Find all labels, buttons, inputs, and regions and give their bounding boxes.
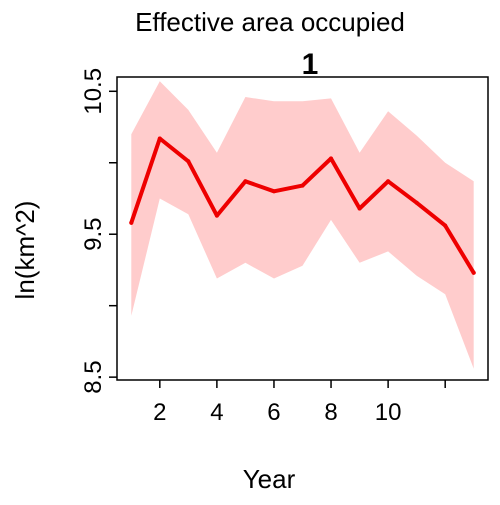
plot-area — [129, 81, 476, 369]
x-tick-label: 10 — [375, 399, 402, 426]
y-tick-label: 8.5 — [80, 360, 107, 393]
data-point — [186, 159, 191, 164]
data-point — [386, 179, 391, 184]
y-axis-title: ln(km^2) — [10, 201, 40, 300]
x-tick-label: 6 — [267, 399, 280, 426]
data-point — [214, 213, 219, 218]
x-axis: 2 4 6 8 10 — [153, 380, 446, 426]
y-tick-label: 10.5 — [80, 68, 107, 115]
data-point — [129, 220, 134, 225]
x-tick-label: 2 — [153, 399, 166, 426]
plot-frame — [116, 76, 489, 381]
chart-title: Effective area occupied — [135, 7, 405, 37]
data-point — [272, 189, 276, 194]
y-axis: 8.5 9.5 10.5 — [80, 68, 117, 394]
chart-subtitle: 1 — [302, 48, 319, 81]
data-point — [157, 136, 162, 141]
data-point — [443, 223, 448, 228]
data-point — [329, 156, 333, 161]
y-tick-label: 9.5 — [80, 218, 107, 251]
data-point — [243, 179, 248, 184]
data-point — [357, 206, 362, 211]
data-point — [471, 270, 476, 275]
x-axis-title: Year — [243, 464, 296, 494]
confidence-band — [131, 81, 474, 369]
x-tick-label: 8 — [324, 399, 337, 426]
x-tick-label: 4 — [210, 399, 223, 426]
data-point — [414, 200, 419, 205]
data-point — [300, 183, 305, 188]
